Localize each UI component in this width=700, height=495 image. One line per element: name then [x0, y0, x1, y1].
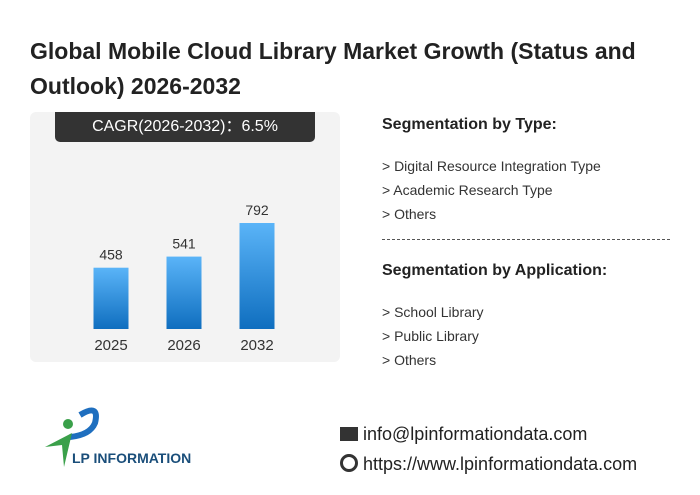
x-tick-label: 2032	[240, 337, 273, 354]
list-item: > Public Library	[382, 328, 479, 344]
segmentation-application-heading: Segmentation by Application:	[382, 262, 608, 279]
x-tick-label: 2025	[94, 337, 127, 354]
cagr-badge: CAGR(2026-2032)：6.5%	[55, 112, 315, 142]
segmentation-type-heading: Segmentation by Type:	[382, 116, 557, 133]
list-item: > School Library	[382, 304, 484, 320]
contact-website[interactable]: https://www.lpinformationdata.com	[340, 454, 637, 475]
segmentation-application: Segmentation by Application: > School Li…	[382, 262, 607, 372]
company-logo: LP INFORMATION	[40, 405, 200, 475]
x-tick-label: 2026	[167, 337, 200, 354]
mail-icon	[340, 427, 358, 441]
logo-text: LP INFORMATION	[72, 450, 191, 466]
contact-email[interactable]: info@lpinformationdata.com	[340, 424, 587, 445]
list-item: > Academic Research Type	[382, 182, 553, 198]
logo-icon: LP INFORMATION	[45, 407, 191, 467]
list-item: > Others	[382, 206, 437, 222]
data-label: 541	[172, 236, 196, 252]
bar-2025	[93, 267, 129, 329]
data-label: 458	[99, 247, 123, 263]
browser-icon	[340, 454, 358, 472]
page-title: Global Mobile Cloud Library Market Growt…	[30, 38, 636, 99]
email-text[interactable]: info@lpinformationdata.com	[363, 424, 588, 444]
data-label: 792	[245, 202, 269, 218]
list-item: > Others	[382, 352, 437, 368]
segmentation-type: Segmentation by Type: > Digital Resource…	[382, 116, 601, 226]
website-link[interactable]: https://www.lpinformationdata.com	[363, 454, 638, 474]
bar-2026	[166, 256, 202, 329]
bar-2032	[239, 223, 275, 329]
divider	[382, 239, 670, 240]
list-item: > Digital Resource Integration Type	[382, 158, 601, 174]
